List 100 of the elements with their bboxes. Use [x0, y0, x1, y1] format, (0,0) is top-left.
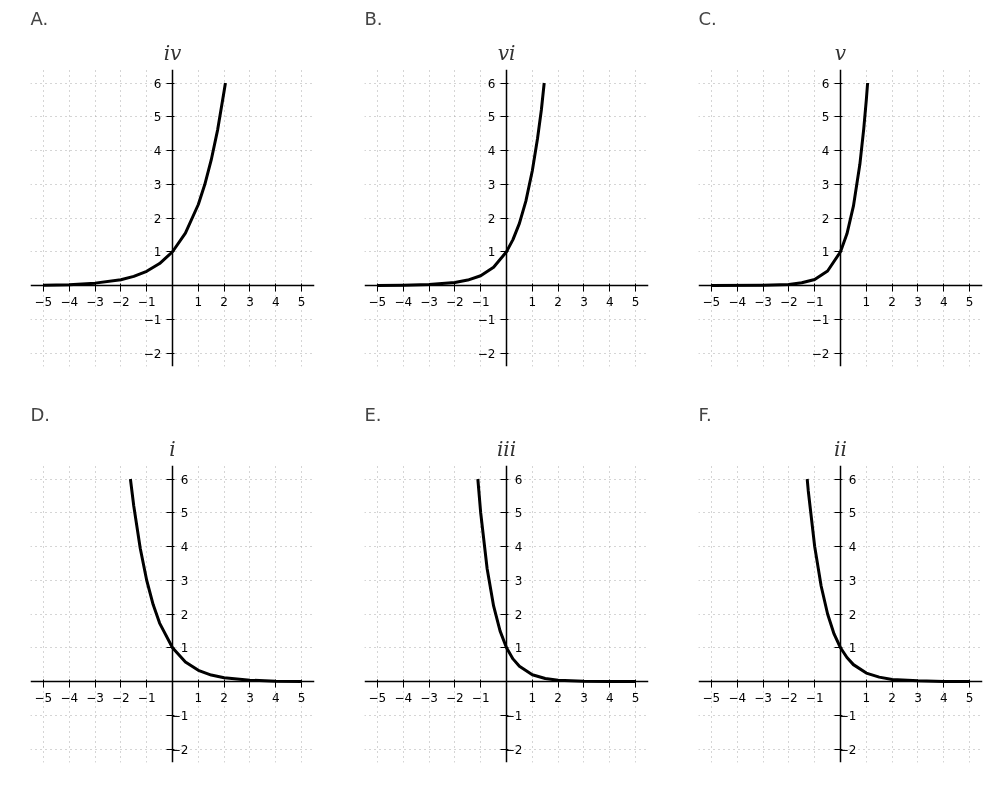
y-tick-label: 6 [821, 76, 830, 91]
y-tick-label: 4 [153, 144, 162, 158]
x-tick-label: 2 [888, 294, 896, 309]
x-tick-label: −2 [446, 690, 464, 705]
y-tick-label: 2 [487, 211, 496, 226]
y-tick-label: 4 [821, 144, 830, 158]
x-tick-label: 3 [580, 690, 588, 705]
y-tick-label: −2 [170, 742, 189, 757]
chart-title: A. [30, 7, 49, 29]
y-tick-label: −1 [170, 708, 189, 723]
y-tick-label: 4 [514, 540, 523, 554]
x-tick-label: 2 [220, 690, 228, 705]
y-tick-label: 6 [487, 76, 496, 91]
y-tick-label: 5 [848, 506, 857, 521]
x-tick-label: −4 [728, 690, 747, 705]
y-tick-label: 4 [487, 144, 496, 158]
y-tick-label: 5 [514, 506, 523, 521]
x-tick-label: 3 [246, 294, 254, 309]
y-tick-label: 6 [180, 472, 189, 487]
x-tick-label: 4 [605, 294, 614, 309]
y-tick-label: −2 [504, 742, 523, 757]
x-tick-label: −3 [420, 690, 438, 705]
x-tick-label: 5 [297, 690, 306, 705]
y-tick-label: 1 [514, 641, 523, 656]
chart-subtitle: iii [496, 436, 517, 461]
x-tick-label: −4 [728, 294, 747, 309]
x-tick-label: 2 [554, 294, 562, 309]
x-tick-label: 3 [914, 294, 922, 309]
x-tick-label: 1 [528, 294, 537, 309]
x-tick-label: 4 [271, 294, 280, 309]
y-tick-label: 5 [153, 110, 162, 125]
x-tick-label: 3 [580, 294, 588, 309]
y-tick-label: 3 [514, 573, 523, 588]
y-tick-label: 6 [514, 472, 523, 487]
y-tick-label: −1 [838, 708, 857, 723]
x-tick-label: −5 [368, 294, 387, 309]
x-tick-label: 4 [271, 690, 280, 705]
x-tick-label: 3 [914, 690, 922, 705]
x-tick-label: 4 [605, 690, 614, 705]
y-tick-label: −2 [477, 346, 496, 361]
x-tick-label: −3 [754, 294, 772, 309]
y-tick-label: −1 [504, 708, 523, 723]
y-tick-label: −2 [838, 742, 857, 757]
y-tick-label: 3 [180, 573, 189, 588]
x-tick-label: 1 [194, 294, 203, 309]
x-tick-label: −5 [368, 690, 387, 705]
y-tick-label: 1 [153, 245, 162, 260]
y-tick-label: 1 [487, 245, 496, 260]
y-tick-label: 3 [848, 573, 857, 588]
x-tick-label: −5 [702, 294, 721, 309]
x-tick-label: 5 [965, 690, 974, 705]
x-tick-label: 1 [862, 294, 871, 309]
y-tick-label: −1 [143, 312, 162, 327]
x-tick-label: −2 [780, 294, 798, 309]
x-tick-label: −2 [112, 690, 130, 705]
x-tick-label: 5 [297, 294, 306, 309]
y-tick-label: 6 [848, 472, 857, 487]
y-tick-label: 1 [848, 641, 857, 656]
y-tick-label: 4 [180, 540, 189, 554]
y-tick-label: 6 [153, 76, 162, 91]
chart-subtitle: iv [163, 40, 183, 65]
chart-title: C. [698, 7, 717, 29]
x-tick-label: 5 [631, 294, 640, 309]
y-tick-label: 2 [180, 607, 189, 622]
y-tick-label: 5 [487, 110, 496, 125]
x-tick-label: −4 [394, 690, 413, 705]
y-tick-label: 3 [153, 177, 162, 192]
chart-subtitle: ii [834, 436, 847, 461]
x-tick-label: −4 [60, 690, 79, 705]
x-tick-label: −5 [34, 690, 53, 705]
y-tick-label: −1 [477, 312, 496, 327]
y-tick-label: 5 [821, 110, 830, 125]
x-tick-label: 1 [862, 690, 871, 705]
x-tick-label: 5 [965, 294, 974, 309]
y-tick-label: 3 [487, 177, 496, 192]
y-tick-label: −1 [811, 312, 830, 327]
y-tick-label: 1 [821, 245, 830, 260]
x-tick-label: −4 [394, 294, 413, 309]
chart-subtitle: vi [497, 40, 516, 65]
y-tick-label: 3 [821, 177, 830, 192]
y-tick-label: 1 [180, 641, 189, 656]
chart-title: B. [364, 7, 383, 29]
x-tick-label: −3 [86, 690, 104, 705]
chart-title: D. [30, 403, 51, 425]
x-tick-label: 1 [194, 690, 203, 705]
chart-subtitle: i [169, 436, 176, 461]
x-tick-label: 1 [528, 690, 537, 705]
y-tick-label: 4 [848, 540, 857, 554]
x-tick-label: −5 [34, 294, 53, 309]
x-tick-label: 4 [939, 690, 948, 705]
y-tick-label: 5 [180, 506, 189, 521]
y-tick-label: 2 [848, 607, 857, 622]
x-tick-label: −3 [86, 294, 104, 309]
chart-title: E. [364, 403, 382, 425]
chart-title: F. [698, 403, 712, 425]
y-tick-label: −2 [143, 346, 162, 361]
x-tick-label: 4 [939, 294, 948, 309]
x-tick-label: 2 [554, 690, 562, 705]
x-tick-label: 5 [631, 690, 640, 705]
x-tick-label: −5 [702, 690, 721, 705]
